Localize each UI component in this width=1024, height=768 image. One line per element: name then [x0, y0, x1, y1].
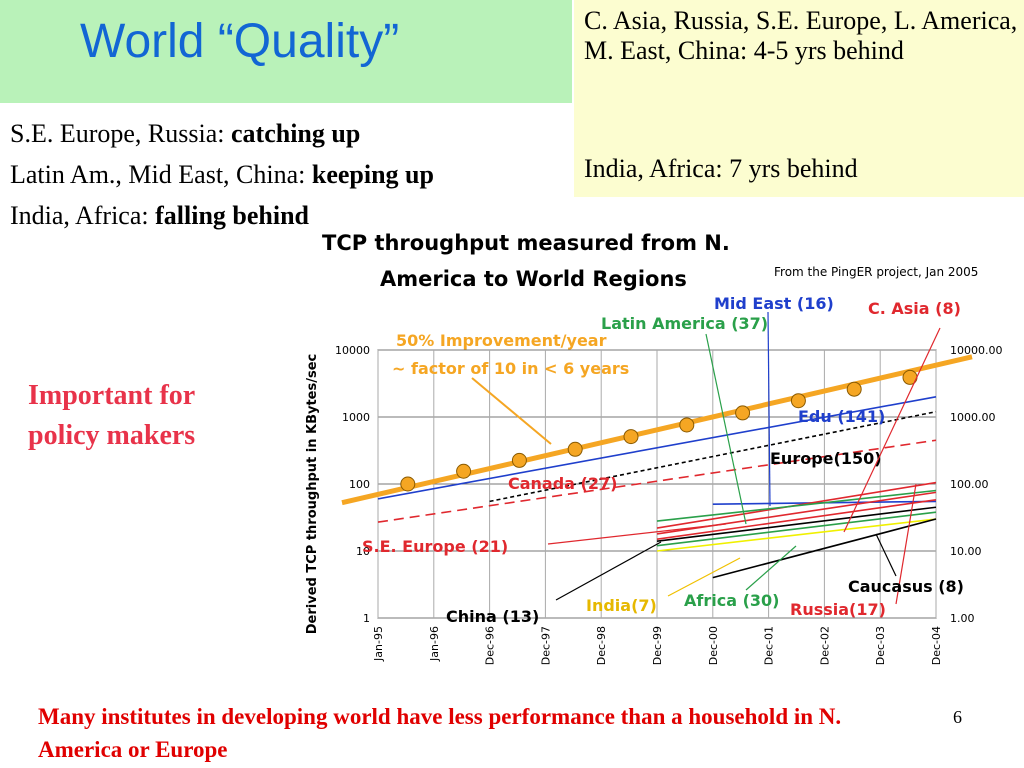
series-label: Caucasus (8): [848, 577, 964, 596]
y-tick-label-right: 1000.00: [950, 411, 996, 424]
improvement-label-1: 50% Improvement/year: [396, 331, 607, 350]
series-line: [377, 439, 937, 523]
series-pointer: [895, 483, 917, 605]
x-tick-label: Dec-96: [484, 626, 497, 665]
footnote: Many institutes in developing world have…: [38, 704, 842, 762]
trend-marker: [735, 405, 751, 421]
series-label: Russia(17): [790, 600, 886, 619]
trend-marker: [846, 381, 862, 397]
y-tick-label-left: 100: [349, 478, 370, 491]
region-summary: S.E. Europe, Russia: catching up Latin A…: [10, 113, 434, 236]
chart-layer: TCP throughput measured from N. America t…: [305, 231, 1003, 665]
y-tick-label-right: 10.00: [950, 545, 982, 558]
x-tick-label: Dec-00: [707, 626, 720, 665]
x-tick-label: Dec-99: [651, 626, 664, 665]
series-pointer: [705, 333, 747, 525]
series-label: Africa (30): [684, 591, 779, 610]
x-tick-label: Dec-02: [818, 626, 831, 665]
x-tick-label: Dec-04: [930, 626, 943, 665]
summary-status: keeping up: [311, 160, 434, 189]
callout-text-1: C. Asia, Russia, S.E. Europe, L. America…: [584, 6, 1018, 65]
y-tick-label-right: 10000.00: [950, 344, 1003, 357]
summary-label: S.E. Europe, Russia:: [10, 119, 231, 148]
x-tick-label: Jan-95: [372, 626, 385, 662]
chart-title-line2: America to World Regions: [380, 267, 687, 291]
series-line: [656, 518, 937, 552]
y-tick-label-right: 1.00: [950, 612, 975, 625]
trend-marker: [400, 476, 416, 492]
series-pointer: [555, 541, 662, 601]
series-label: India(7): [586, 596, 657, 615]
policy-note: Important for policy makers: [28, 380, 196, 451]
trend-marker: [623, 429, 639, 445]
improvement-trend-line: [341, 354, 973, 506]
series-pointer: [767, 311, 771, 507]
series-pointer: [843, 327, 941, 533]
y-tick-label-left: 10000: [335, 344, 370, 357]
y-tick-label-left: 1: [363, 612, 370, 625]
trend-marker: [790, 393, 806, 409]
series-label: Edu (141): [798, 407, 885, 426]
trend-marker: [511, 452, 527, 468]
title-banner: World “Quality”: [0, 0, 572, 103]
x-tick-label: Dec-97: [539, 626, 552, 665]
throughput-chart: TCP throughput measured from N. America t…: [305, 231, 1003, 665]
y-axis-label: Derived TCP throughput in KBytes/sec: [305, 354, 320, 634]
series-label: S.E. Europe (21): [362, 537, 508, 556]
summary-callout: C. Asia, Russia, S.E. Europe, L. America…: [574, 0, 1024, 197]
improvement-label-2: ~ factor of 10 in < 6 years: [392, 359, 629, 378]
summary-line: Latin Am., Mid East, China: keeping up: [10, 154, 434, 195]
series-line: [656, 499, 937, 540]
summary-line: India, Africa: falling behind: [10, 195, 434, 236]
page-title: World “Quality”: [80, 15, 400, 68]
summary-line: S.E. Europe, Russia: catching up: [10, 113, 434, 154]
x-tick-label: Dec-01: [763, 626, 776, 665]
chart-title-line1: TCP throughput measured from N.: [322, 231, 730, 255]
summary-status: falling behind: [155, 201, 310, 230]
trend-marker: [679, 417, 695, 433]
summary-label: India, Africa:: [10, 201, 156, 230]
summary-status: catching up: [231, 119, 361, 148]
series-pointer: [667, 557, 741, 597]
series-line: [656, 489, 937, 522]
y-tick-label-left: 1000: [342, 411, 370, 424]
x-tick-label: Dec-98: [595, 626, 608, 665]
series-label: Latin America (37): [601, 314, 768, 333]
x-tick-label: Dec-03: [874, 626, 887, 665]
series-label: Europe(150): [770, 449, 882, 468]
trend-marker: [567, 441, 583, 457]
x-tick-label: Jan-96: [428, 626, 441, 662]
series-label: China (13): [446, 607, 539, 626]
series-pointer: [745, 545, 797, 591]
series-line: [656, 506, 937, 543]
series-line: [489, 410, 937, 503]
trend-marker: [456, 463, 472, 479]
series-line: [712, 518, 937, 579]
series-label: Canada (27): [508, 474, 617, 493]
series-pointer: [875, 533, 897, 577]
improvement-arrow: [471, 377, 552, 445]
slide-number: 6: [953, 707, 962, 727]
series-pointer: [547, 523, 727, 545]
callout-text-2: India, Africa: 7 yrs behind: [584, 154, 858, 183]
series-label: Mid East (16): [714, 294, 834, 313]
series-label: C. Asia (8): [868, 299, 961, 318]
series-line: [656, 511, 937, 547]
y-tick-label-left: 10: [356, 545, 370, 558]
series-line: [377, 396, 937, 500]
summary-label: Latin Am., Mid East, China:: [10, 160, 312, 189]
y-tick-label-right: 100.00: [950, 478, 989, 491]
chart-source: From the PingER project, Jan 2005: [774, 265, 978, 279]
